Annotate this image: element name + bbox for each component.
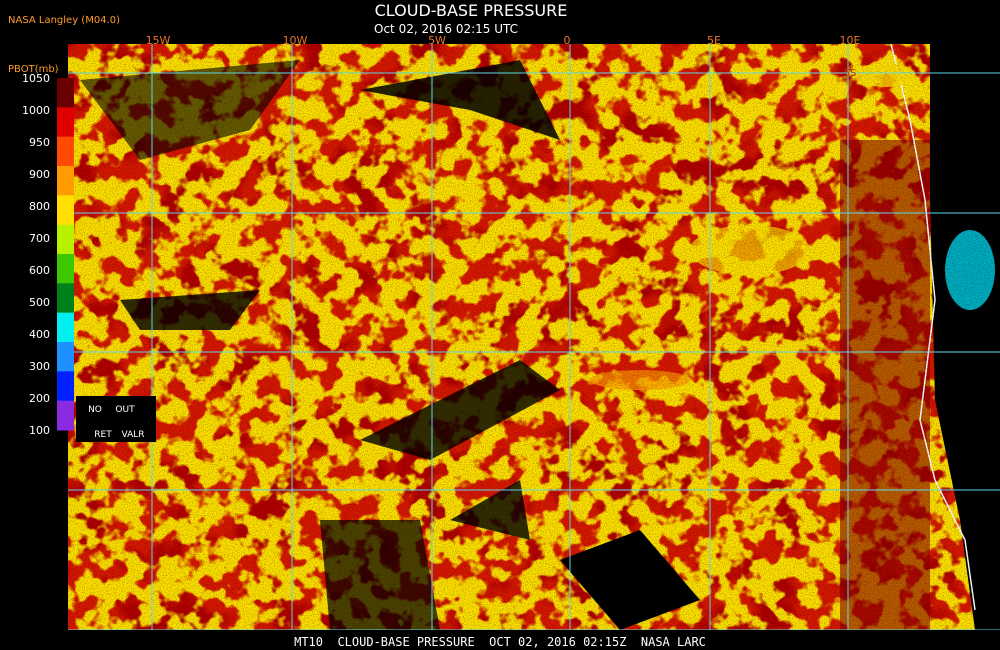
- latitude-label: 5S: [844, 68, 857, 79]
- legend-swatch: [57, 254, 74, 284]
- title: CLOUD-BASE PRESSURE: [375, 1, 568, 20]
- longitude-label: 10E: [840, 34, 861, 47]
- legend-label: 700: [29, 232, 50, 245]
- source-label: NASA Langley (M04.0): [8, 15, 120, 26]
- satellite-map: [68, 44, 1000, 630]
- legend-swatch: [57, 342, 74, 372]
- legend-label: 800: [29, 200, 50, 213]
- legend-swatch: [57, 195, 74, 226]
- legend-label: 300: [29, 360, 50, 373]
- legend-flag: VALR: [121, 430, 144, 440]
- legend-swatch: [57, 371, 74, 402]
- legend-flag: OUT: [115, 405, 135, 415]
- longitude-label: 10W: [283, 34, 308, 47]
- longitude-label: 5E: [707, 34, 721, 47]
- legend-label: 600: [29, 264, 50, 277]
- legend-label: 100: [29, 424, 50, 437]
- legend-swatch: [57, 224, 74, 255]
- legend-label: 400: [29, 328, 50, 341]
- legend-swatch: [57, 312, 74, 343]
- legend-swatch: [57, 78, 74, 108]
- footer: MT10 CLOUD-BASE PRESSURE OCT 02, 2016 02…: [294, 635, 706, 649]
- legend-swatch: [57, 166, 74, 196]
- legend-label: 950: [29, 136, 50, 149]
- legend-label: 200: [29, 392, 50, 405]
- legend-swatch: [57, 283, 74, 314]
- legend-label: 1050: [22, 72, 50, 85]
- timestamp: Oct 02, 2016 02:15 UTC: [374, 22, 518, 36]
- legend-title: PBOT(mb): [8, 64, 59, 75]
- legend-flag: RET: [94, 430, 112, 440]
- legend-label: 900: [29, 168, 50, 181]
- legend-swatch: [57, 107, 74, 138]
- longitude-label: 15W: [146, 34, 171, 47]
- legend-swatch: [57, 400, 74, 431]
- legend-flag: NO: [88, 405, 102, 415]
- longitude-label: 5W: [428, 34, 446, 47]
- legend-label: 1000: [22, 104, 50, 117]
- legend-label: 500: [29, 296, 50, 309]
- longitude-label: 0: [564, 34, 571, 47]
- legend-swatch: [57, 136, 74, 167]
